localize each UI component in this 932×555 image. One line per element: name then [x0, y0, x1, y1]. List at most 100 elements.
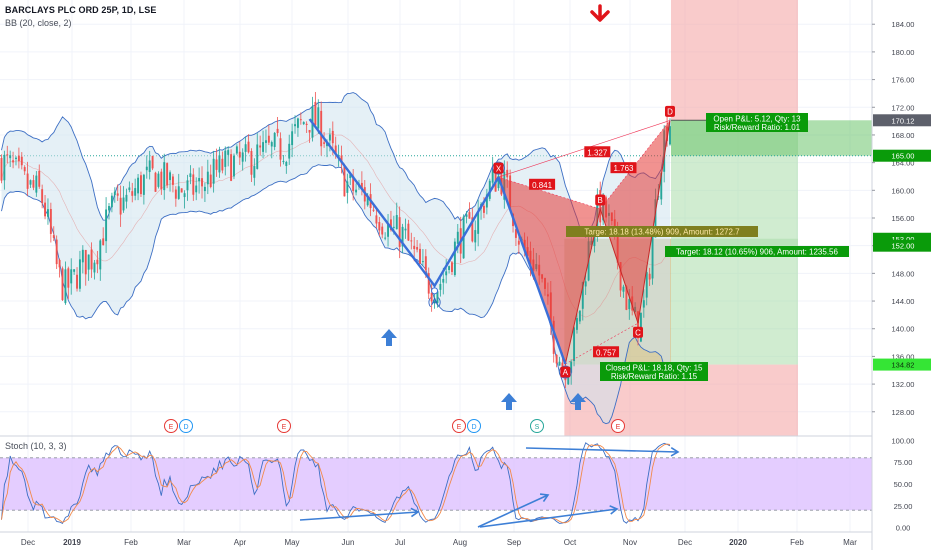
candle-body[interactable]	[64, 269, 67, 304]
candle-body[interactable]	[384, 237, 387, 239]
candle-body[interactable]	[427, 273, 430, 294]
candle-body[interactable]	[276, 128, 279, 134]
candle-body[interactable]	[259, 145, 262, 148]
candle-body[interactable]	[265, 140, 267, 143]
candle-body[interactable]	[84, 249, 87, 275]
candle-body[interactable]	[15, 157, 17, 160]
candle-body[interactable]	[558, 361, 561, 366]
position-label-box[interactable]	[706, 113, 808, 132]
candle-body[interactable]	[52, 235, 55, 238]
candle-body[interactable]	[105, 209, 108, 242]
candle-body[interactable]	[55, 239, 58, 265]
pattern-point-badge[interactable]	[560, 366, 571, 378]
candle-body[interactable]	[317, 107, 320, 129]
candle-body[interactable]	[448, 266, 451, 270]
candle-body[interactable]	[474, 230, 477, 243]
candle-body[interactable]	[497, 175, 500, 189]
candle-body[interactable]	[343, 166, 346, 197]
candle-body[interactable]	[23, 167, 26, 172]
candle-body[interactable]	[567, 374, 570, 385]
candle-body[interactable]	[241, 152, 244, 162]
candle-body[interactable]	[555, 354, 558, 364]
candle-body[interactable]	[6, 154, 9, 156]
candle-body[interactable]	[584, 281, 587, 287]
candle-body[interactable]	[70, 269, 73, 284]
candle-body[interactable]	[110, 195, 113, 208]
candle-body[interactable]	[238, 151, 241, 158]
candle-body[interactable]	[189, 173, 192, 177]
candle-body[interactable]	[221, 158, 224, 171]
candle-body[interactable]	[17, 155, 20, 162]
candle-body[interactable]	[90, 249, 93, 270]
candle-body[interactable]	[552, 320, 555, 354]
candle-body[interactable]	[392, 226, 395, 228]
candle-body[interactable]	[233, 155, 235, 177]
event-marker-d[interactable]	[467, 419, 481, 433]
candle-body[interactable]	[195, 185, 198, 193]
candle-body[interactable]	[326, 142, 328, 147]
candle-body[interactable]	[296, 118, 299, 128]
candle-body[interactable]	[465, 214, 468, 217]
candle-body[interactable]	[174, 189, 177, 199]
pattern-point-badge[interactable]	[633, 326, 644, 338]
candle-body[interactable]	[73, 269, 76, 272]
event-marker-s[interactable]	[530, 419, 544, 433]
candle-body[interactable]	[436, 291, 439, 304]
candle-body[interactable]	[250, 151, 253, 175]
position-label-box[interactable]	[600, 362, 708, 381]
candle-body[interactable]	[20, 156, 23, 166]
candle-body[interactable]	[517, 240, 520, 245]
candle-body[interactable]	[186, 180, 189, 191]
candle-body[interactable]	[99, 240, 102, 270]
candle-body[interactable]	[102, 238, 105, 246]
candle-body[interactable]	[628, 299, 631, 310]
candle-body[interactable]	[578, 310, 581, 322]
candle-body[interactable]	[256, 144, 259, 169]
candle-body[interactable]	[267, 135, 270, 143]
candle-body[interactable]	[177, 186, 180, 199]
candle-body[interactable]	[468, 212, 471, 219]
candle-body[interactable]	[424, 256, 427, 271]
candle-body[interactable]	[430, 292, 433, 302]
event-marker-d[interactable]	[179, 419, 193, 433]
candle-body[interactable]	[669, 126, 671, 145]
bollinger-legend[interactable]: BB (20, close, 2)	[5, 18, 72, 28]
candle-body[interactable]	[78, 259, 81, 289]
candle-body[interactable]	[29, 180, 32, 185]
candle-body[interactable]	[439, 283, 442, 290]
candle-body[interactable]	[0, 157, 3, 181]
candle-body[interactable]	[404, 228, 407, 231]
candle-body[interactable]	[637, 311, 639, 339]
candle-body[interactable]	[160, 171, 163, 190]
candle-body[interactable]	[203, 186, 206, 192]
candle-body[interactable]	[485, 194, 488, 208]
candle-body[interactable]	[421, 261, 424, 263]
candle-body[interactable]	[456, 231, 459, 244]
candle-body[interactable]	[477, 211, 480, 234]
candle-body[interactable]	[128, 187, 131, 190]
candle-body[interactable]	[224, 150, 227, 167]
candle-body[interactable]	[140, 175, 142, 195]
candle-body[interactable]	[32, 180, 35, 188]
candle-body[interactable]	[209, 174, 212, 188]
event-marker-e[interactable]	[611, 419, 625, 433]
price-axis-label[interactable]	[873, 114, 931, 127]
candle-body[interactable]	[660, 173, 663, 200]
candle-body[interactable]	[171, 176, 174, 185]
candle-body[interactable]	[119, 197, 122, 215]
candle-body[interactable]	[96, 259, 99, 265]
candle-body[interactable]	[648, 273, 651, 280]
candle-body[interactable]	[654, 199, 657, 238]
candle-body[interactable]	[625, 286, 628, 310]
candle-body[interactable]	[570, 361, 573, 373]
candle-body[interactable]	[145, 166, 148, 171]
candle-body[interactable]	[169, 172, 171, 181]
candle-body[interactable]	[279, 138, 282, 160]
candle-body[interactable]	[410, 240, 413, 242]
position-label-box[interactable]	[566, 226, 758, 237]
candle-body[interactable]	[294, 124, 296, 127]
candle-body[interactable]	[273, 132, 276, 147]
candle-body[interactable]	[61, 268, 64, 301]
